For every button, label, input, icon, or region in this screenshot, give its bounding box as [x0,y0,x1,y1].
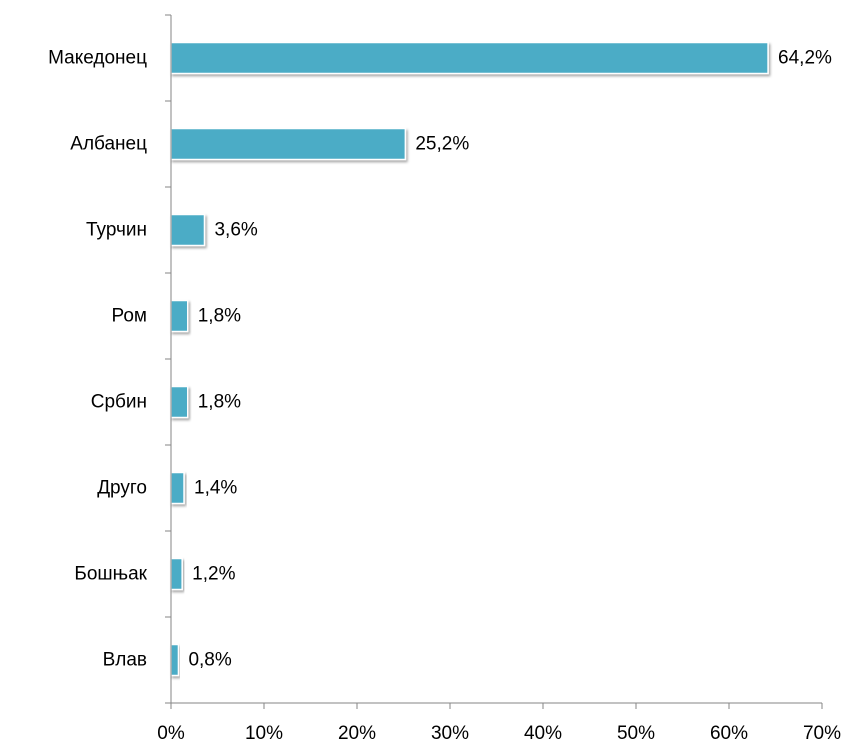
bars-layer [170,41,769,677]
category-label: Турчин [86,220,147,241]
bar [170,643,180,677]
axes-layer [165,14,823,709]
bar [170,385,189,419]
category-label: Ром [112,306,147,327]
category-label: Бошњак [74,564,147,585]
bar [170,41,769,75]
bar [170,557,183,591]
x-tick-label: 60% [710,723,748,744]
data-label: 0,8% [188,650,231,671]
data-label: 1,4% [194,478,237,499]
data-label: 25,2% [415,134,469,155]
x-tick-label: 0% [157,723,185,744]
category-label: Друго [97,478,147,499]
x-tick-label: 30% [431,723,469,744]
x-tick-label: 20% [338,723,376,744]
data-label: 1,2% [192,564,235,585]
data-label: 1,8% [198,392,241,413]
bar [170,471,185,505]
bar [170,299,189,333]
category-label: Албанец [70,134,147,155]
x-tick-label: 10% [245,723,283,744]
x-tick-label: 70% [803,723,841,744]
category-label: Србин [91,392,147,413]
data-label: 1,8% [198,306,241,327]
labels-layer: Македонец 64,2% Албанец 25,2% Турчин 3,6% Ром 1… [48,48,841,745]
category-label: Влав [103,650,147,671]
category-label: Македонец [48,48,147,69]
bar [170,127,407,161]
bar [170,213,206,247]
x-tick-label: 40% [524,723,562,744]
data-label: 64,2% [778,48,832,69]
x-tick-label: 50% [617,723,655,744]
data-label: 3,6% [214,220,257,241]
